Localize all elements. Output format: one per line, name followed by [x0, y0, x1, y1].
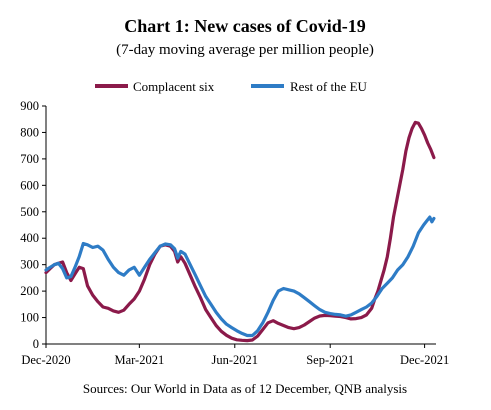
y-tick-label: 0 [33, 337, 39, 351]
x-tick-label: Jun-2021 [212, 353, 259, 367]
x-tick-label: Dec-2021 [400, 353, 449, 367]
y-tick-label: 100 [20, 311, 39, 325]
x-tick-label: Sep-2021 [306, 353, 354, 367]
y-ticks: 0 100 200 300 400 500 600 700 800 900 [20, 99, 46, 351]
legend-label-complacent-six: Complacent six [133, 79, 215, 94]
y-tick-label: 400 [20, 231, 39, 245]
y-tick-label: 200 [20, 284, 39, 298]
x-tick-label: Mar-2021 [114, 353, 164, 367]
y-tick-label: 500 [20, 205, 39, 219]
y-tick-label: 300 [20, 258, 39, 272]
y-tick-label: 700 [20, 152, 39, 166]
axes: 0 100 200 300 400 500 600 700 800 900 Dec-2020 Mar… [20, 99, 449, 367]
chart-title: Chart 1: New cases of Covid-19 [124, 16, 365, 36]
legend-label-rest-of-eu: Rest of the EU [290, 79, 368, 94]
y-tick-label: 900 [20, 99, 39, 113]
source-note: Sources: Our World in Data as of 12 Dece… [83, 381, 407, 396]
series-line-rest-of-eu [44, 215, 436, 338]
series-line-complacent-six [44, 120, 436, 343]
x-ticks: Dec-2020 Mar-2021 Jun-2021 Sep-2021 Dec-2021 [21, 344, 449, 367]
y-tick-label: 600 [20, 178, 39, 192]
chart-subtitle: (7-day moving average per million people… [116, 42, 374, 58]
y-tick-label: 800 [20, 125, 39, 139]
series-layer [44, 120, 436, 343]
legend: Complacent six Rest of the EU [95, 79, 368, 94]
x-tick-label: Dec-2020 [21, 353, 70, 367]
